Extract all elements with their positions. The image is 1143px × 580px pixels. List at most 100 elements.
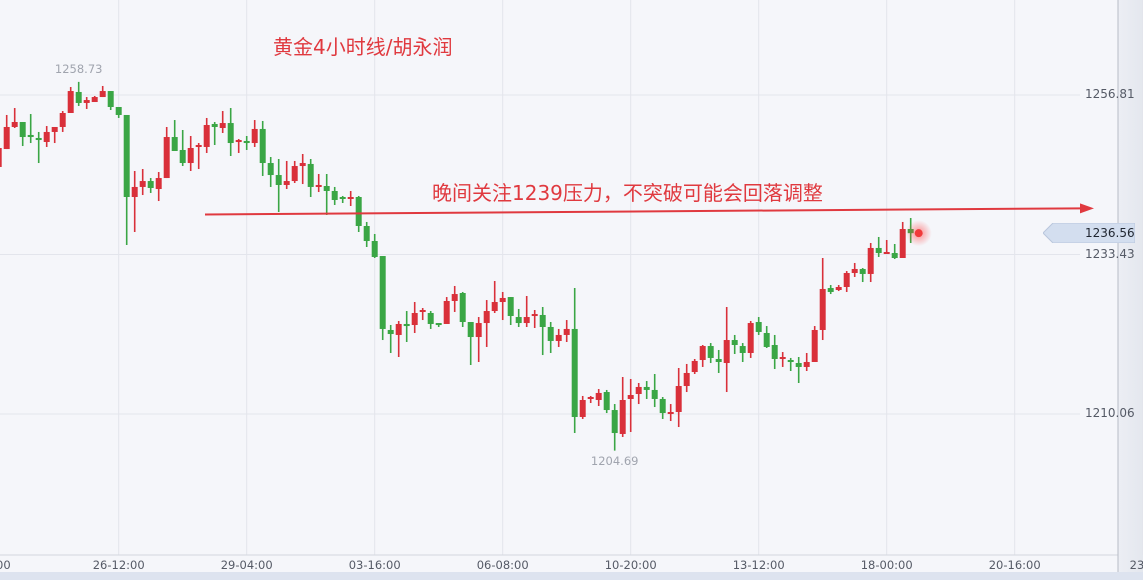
candle-up [0, 148, 2, 167]
candle-body [795, 363, 802, 367]
candle-up [139, 169, 146, 196]
candle-body [763, 332, 770, 347]
candle-up [347, 190, 354, 207]
candle-down [123, 114, 130, 245]
candle-body [611, 410, 618, 434]
candle-body [155, 178, 162, 190]
candle-body [443, 300, 450, 324]
candle-down [267, 157, 274, 187]
candle-up [587, 395, 594, 404]
candle-down [403, 311, 410, 342]
candle-body [387, 329, 394, 335]
candle-body [691, 360, 698, 373]
candle-down [27, 114, 34, 144]
candle-body [59, 112, 66, 127]
candle-body [235, 140, 242, 143]
candle-down [875, 236, 882, 257]
resistance-arrow-line [204, 207, 1083, 216]
candle-up [443, 297, 450, 324]
candle-up [595, 389, 602, 407]
candle-body [859, 268, 866, 274]
candle-body [587, 396, 594, 399]
candle-down [755, 317, 762, 335]
current-price-dot-icon [914, 229, 923, 238]
candle-up [723, 306, 730, 393]
candle-up [579, 395, 586, 419]
candle-body [827, 288, 834, 292]
x-tick-label: 23-0 [1129, 558, 1143, 572]
candle-body [91, 97, 98, 103]
x-tick-label: 10-20:00 [604, 558, 657, 572]
candle-up [203, 117, 210, 153]
candle-up [475, 317, 482, 362]
candle-down [795, 357, 802, 384]
high-price-label: 1258.73 [54, 61, 103, 76]
candle-down [763, 326, 770, 349]
candle-body [171, 137, 178, 152]
candles [0, 81, 914, 451]
candle-body [595, 392, 602, 400]
candle-up [811, 326, 818, 362]
candle-body [755, 322, 762, 332]
bottom-scroll-bar[interactable] [0, 572, 1143, 580]
candle-body [347, 196, 354, 199]
candle-down [707, 343, 714, 364]
candle-down [107, 91, 114, 110]
candle-down [171, 120, 178, 152]
candle-body [0, 148, 2, 167]
candle-body [547, 326, 554, 341]
candle-body [707, 346, 714, 358]
candle-down [715, 349, 722, 373]
x-tick-label: 03-16:00 [348, 558, 401, 572]
candle-body [219, 123, 226, 129]
candle-body [571, 328, 578, 417]
candle-body [251, 128, 258, 144]
candle-down [19, 122, 26, 147]
candle-down [787, 357, 794, 371]
candle-down [731, 334, 738, 355]
candle-body [723, 340, 730, 364]
candle-body [211, 123, 218, 127]
candle-body [835, 287, 842, 291]
candle-body [467, 322, 474, 338]
candle-body [483, 311, 490, 324]
candle-body [875, 247, 882, 254]
candle-up [667, 404, 674, 422]
x-tick-label: 26-12:00 [92, 558, 145, 572]
chart-title: 黄金4小时线/胡永润 [273, 35, 453, 59]
candle-body [203, 125, 210, 147]
candle-up [531, 309, 538, 329]
candle-down [427, 311, 434, 329]
candle-down [651, 374, 658, 408]
candle-down [459, 291, 466, 327]
candle-body [451, 294, 458, 301]
candle-down [611, 404, 618, 451]
candle-body [299, 163, 306, 167]
candle-body [427, 312, 434, 324]
candle-body [19, 122, 26, 138]
candle-body [507, 297, 514, 317]
candle-up [411, 302, 418, 333]
candle-body [539, 314, 546, 327]
candle-body [115, 106, 122, 115]
candle-down [659, 396, 666, 419]
candle-down [75, 81, 82, 106]
candle-up [395, 320, 402, 358]
candle-down [379, 256, 386, 341]
x-tick-label: 18-00:00 [860, 558, 913, 572]
candle-down [275, 158, 282, 213]
candle-body [603, 392, 610, 411]
candle-body [163, 137, 170, 179]
candle-up [451, 285, 458, 312]
candle-body [379, 256, 386, 329]
candle-body [675, 386, 682, 413]
candle-down [507, 297, 514, 326]
candle-body [67, 91, 74, 113]
candle-up [803, 352, 810, 371]
candle-body [371, 241, 378, 257]
candle-down [331, 186, 338, 205]
candle-body [563, 328, 570, 335]
candle-up [691, 358, 698, 375]
candle-body [411, 312, 418, 326]
